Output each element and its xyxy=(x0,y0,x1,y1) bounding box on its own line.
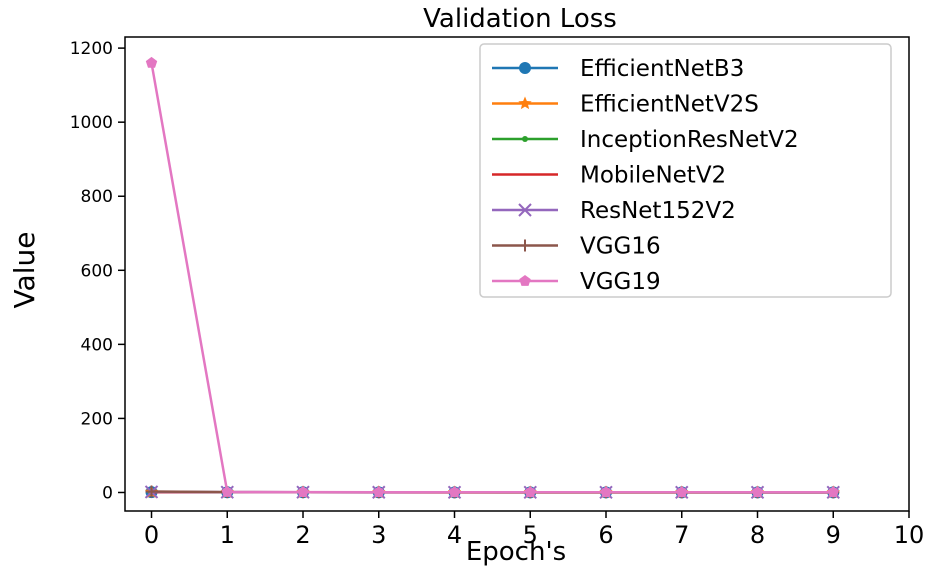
legend-label-resnet152v2: ResNet152V2 xyxy=(580,198,736,224)
x-axis-label: Epoch's xyxy=(466,537,566,567)
data-point-vgg19 xyxy=(524,486,536,498)
x-tick-label: 1 xyxy=(220,521,235,549)
legend-label-efficientnetb3: EfficientNetB3 xyxy=(580,56,744,82)
data-point-vgg19 xyxy=(448,486,461,498)
x-tick-label: 5 xyxy=(523,521,538,549)
data-point-vgg19 xyxy=(827,486,839,498)
legend-label-vgg16: VGG16 xyxy=(580,234,661,260)
series-line-vgg19 xyxy=(150,62,834,494)
legend-box xyxy=(479,43,892,298)
plot-frame xyxy=(124,36,910,512)
x-tick-label: 6 xyxy=(598,521,613,549)
x-tick-label: 7 xyxy=(674,521,689,549)
data-point-vgg19 xyxy=(676,486,688,498)
y-tick-label: 1000 xyxy=(70,113,113,133)
x-tick-label: 0 xyxy=(144,521,159,549)
x-tick-label: 9 xyxy=(826,521,841,549)
data-point-vgg19 xyxy=(221,486,233,497)
data-point-vgg19 xyxy=(297,486,309,498)
x-tick-label: 8 xyxy=(750,521,765,549)
y-tick-label: 0 xyxy=(102,483,113,503)
legend-marker-inceptionresnetv2 xyxy=(522,136,528,142)
y-tick-label: 1200 xyxy=(70,39,113,59)
legend-label-efficientnetv2s: EfficientNetV2S xyxy=(580,92,759,118)
y-tick-label: 200 xyxy=(81,409,113,429)
x-tick-label: 3 xyxy=(371,521,386,549)
chart-title: Validation Loss xyxy=(423,4,617,34)
legend-marker-vgg19 xyxy=(519,275,531,286)
y-axis-label: Value xyxy=(8,232,41,309)
x-tick-label: 10 xyxy=(894,521,925,549)
data-point-vgg16 xyxy=(145,485,158,498)
x-tick-label: 2 xyxy=(295,521,310,549)
legend-marker-resnet152v2 xyxy=(518,203,532,217)
legend-label-vgg19: VGG19 xyxy=(580,269,661,295)
legend-marker-resnet152v2-stroke xyxy=(518,203,532,217)
x-tick-label: 4 xyxy=(447,521,462,549)
data-point-vgg19 xyxy=(373,486,385,498)
legend-label-inceptionresnetv2: InceptionResNetV2 xyxy=(580,127,799,153)
legend-label-mobilenetv2: MobileNetV2 xyxy=(580,163,726,189)
legend-marker-efficientnetb3 xyxy=(519,62,531,74)
data-point-vgg19 xyxy=(751,486,764,498)
data-point-vgg19 xyxy=(145,56,158,68)
legend-marker-efficientnetv2s xyxy=(518,96,532,110)
y-tick-label: 800 xyxy=(81,187,113,207)
legend-marker-vgg16 xyxy=(519,239,531,252)
data-point-vgg19 xyxy=(600,486,612,498)
plot-area: 0 1 2 3 4 5 6 7 8 9 10 0 200 400 600 800 1000 1200 xyxy=(70,39,925,549)
y-tick-label: 600 xyxy=(81,261,113,281)
y-tick-label: 400 xyxy=(81,335,113,355)
legend: EfficientNetB3 EfficientNetV2S InceptionRe… xyxy=(479,43,892,298)
